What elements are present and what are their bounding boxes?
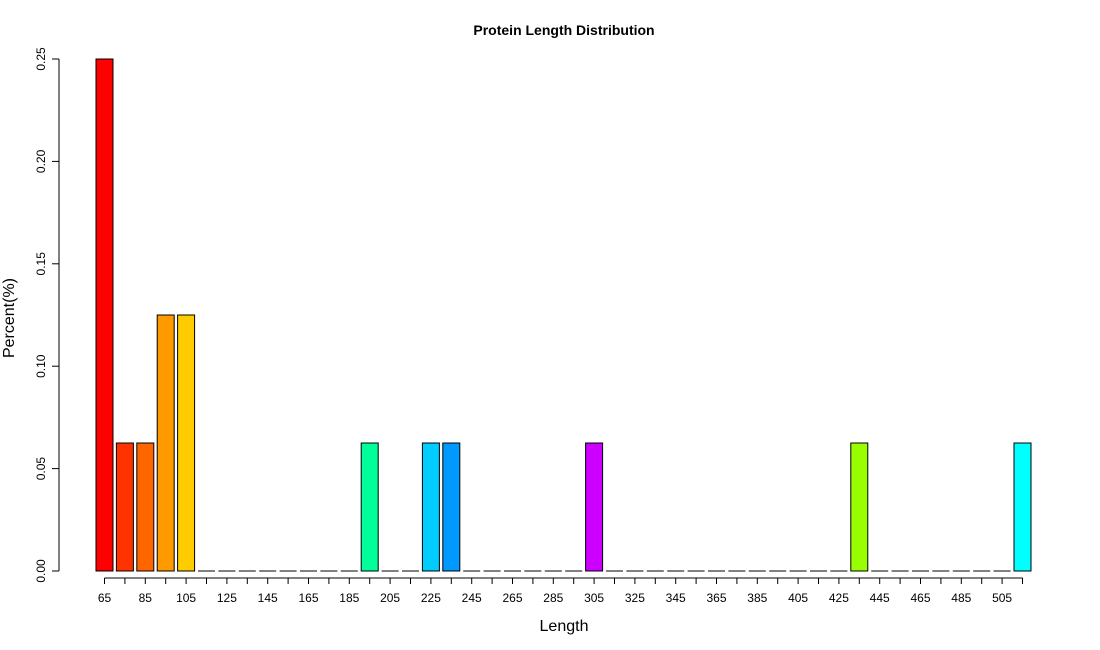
x-tick-label: 505 xyxy=(992,591,1012,605)
x-tick-label: 485 xyxy=(951,591,971,605)
bar xyxy=(360,442,379,572)
x-tick-label: 165 xyxy=(298,591,318,605)
x-tick-label: 325 xyxy=(625,591,645,605)
y-tick-label: 0.25 xyxy=(34,47,48,71)
x-tick-label: 205 xyxy=(380,591,400,605)
x-tick-label: 145 xyxy=(258,591,278,605)
bar xyxy=(1013,442,1032,572)
x-tick-label: 85 xyxy=(139,591,153,605)
x-tick-label: 185 xyxy=(339,591,359,605)
x-tick-label: 345 xyxy=(666,591,686,605)
bar xyxy=(156,314,175,572)
y-axis-label: Percent(%) xyxy=(1,278,18,358)
y-tick-label: 0.15 xyxy=(34,252,48,276)
bar xyxy=(442,442,461,572)
x-tick-label: 225 xyxy=(421,591,441,605)
x-tick-label: 465 xyxy=(910,591,930,605)
x-tick-label: 445 xyxy=(870,591,890,605)
bar xyxy=(421,442,440,572)
bar xyxy=(177,314,196,572)
x-tick-label: 265 xyxy=(502,591,522,605)
x-tick-label: 385 xyxy=(747,591,767,605)
x-tick-label: 425 xyxy=(829,591,849,605)
bar xyxy=(585,442,604,572)
x-tick-label: 125 xyxy=(217,591,237,605)
x-tick-label: 65 xyxy=(98,591,112,605)
bar xyxy=(95,58,114,572)
chart-title: Protein Length Distribution xyxy=(473,22,654,38)
y-tick-label: 0.05 xyxy=(34,457,48,481)
x-tick-label: 105 xyxy=(176,591,196,605)
bar xyxy=(850,442,869,572)
x-tick-label: 285 xyxy=(543,591,563,605)
y-tick-label: 0.20 xyxy=(34,149,48,173)
x-axis-label: Length xyxy=(540,618,589,635)
x-tick-label: 365 xyxy=(706,591,726,605)
bar xyxy=(115,442,134,572)
x-tick-label: 305 xyxy=(584,591,604,605)
bar xyxy=(136,442,155,572)
x-tick-label: 245 xyxy=(462,591,482,605)
x-tick-label: 405 xyxy=(788,591,808,605)
y-tick-label: 0.10 xyxy=(34,354,48,378)
y-tick-label: 0.00 xyxy=(34,559,48,583)
